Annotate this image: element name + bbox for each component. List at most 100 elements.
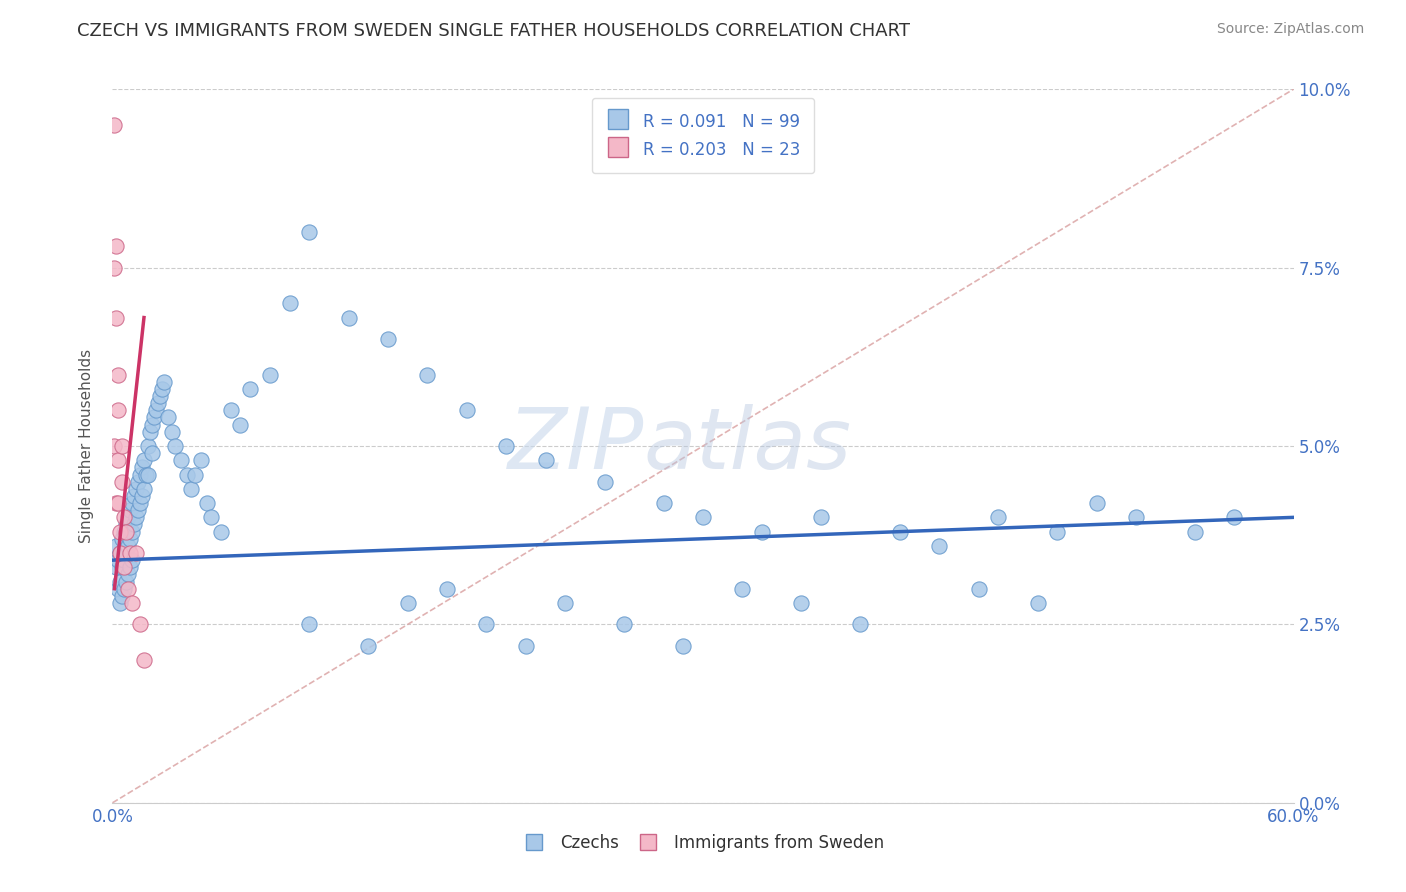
Point: [150, 382, 173, 396]
Point: [495, 439, 517, 453]
Point: [117, 567, 139, 582]
Text: ZIP: ZIP: [508, 404, 644, 488]
Point: [125, 546, 148, 560]
Point: [278, 296, 301, 310]
Point: [298, 225, 321, 239]
Point: [1125, 510, 1147, 524]
Point: [121, 553, 143, 567]
Point: [122, 489, 145, 503]
Point: [200, 510, 222, 524]
Point: [105, 239, 128, 253]
Point: [652, 496, 675, 510]
Point: [112, 582, 135, 596]
Point: [136, 467, 159, 482]
Point: [810, 510, 832, 524]
Point: [152, 375, 174, 389]
Point: [239, 382, 262, 396]
Point: [156, 410, 179, 425]
Point: [131, 489, 153, 503]
Point: [436, 582, 458, 596]
Point: [120, 546, 142, 560]
Point: [132, 653, 155, 667]
Point: [357, 639, 380, 653]
Point: [139, 425, 162, 439]
Point: [967, 582, 990, 596]
Point: [456, 403, 478, 417]
Point: [112, 560, 135, 574]
Point: [120, 532, 142, 546]
Point: [790, 596, 813, 610]
Point: [149, 389, 172, 403]
Point: [107, 453, 129, 467]
Point: [110, 546, 132, 560]
Point: [105, 560, 128, 574]
Point: [107, 553, 129, 567]
Point: [396, 596, 419, 610]
Point: [115, 574, 138, 589]
Text: Source: ZipAtlas.com: Source: ZipAtlas.com: [1216, 22, 1364, 37]
Point: [692, 510, 714, 524]
Point: [111, 439, 134, 453]
Point: [195, 496, 218, 510]
Point: [928, 539, 950, 553]
Point: [121, 596, 143, 610]
Point: [127, 475, 149, 489]
Point: [165, 439, 187, 453]
Point: [107, 403, 129, 417]
Point: [115, 517, 138, 532]
Point: [515, 639, 537, 653]
Point: [219, 403, 242, 417]
Point: [132, 482, 155, 496]
Point: [122, 517, 145, 532]
Point: [105, 539, 128, 553]
Point: [142, 410, 165, 425]
Legend: Czechs, Immigrants from Sweden: Czechs, Immigrants from Sweden: [515, 828, 891, 859]
Y-axis label: Single Father Households: Single Father Households: [79, 349, 94, 543]
Point: [132, 453, 155, 467]
Point: [110, 574, 132, 589]
Point: [112, 524, 135, 539]
Point: [107, 582, 129, 596]
Point: [190, 453, 212, 467]
Point: [229, 417, 252, 432]
Point: [377, 332, 399, 346]
Point: [613, 617, 636, 632]
Point: [416, 368, 439, 382]
Point: [120, 560, 142, 574]
Point: [141, 417, 163, 432]
Point: [146, 396, 169, 410]
Point: [112, 553, 135, 567]
Point: [129, 496, 152, 510]
Point: [337, 310, 360, 325]
Point: [593, 475, 616, 489]
Point: [534, 453, 557, 467]
Point: [672, 639, 695, 653]
Point: [889, 524, 911, 539]
Point: [160, 425, 183, 439]
Point: [105, 496, 128, 510]
Point: [170, 453, 193, 467]
Text: CZECH VS IMMIGRANTS FROM SWEDEN SINGLE FATHER HOUSEHOLDS CORRELATION CHART: CZECH VS IMMIGRANTS FROM SWEDEN SINGLE F…: [77, 22, 910, 40]
Point: [987, 510, 1010, 524]
Point: [298, 617, 321, 632]
Point: [209, 524, 232, 539]
Point: [1046, 524, 1069, 539]
Point: [176, 467, 198, 482]
Point: [1223, 510, 1246, 524]
Point: [180, 482, 202, 496]
Point: [103, 260, 125, 275]
Point: [103, 439, 125, 453]
Point: [103, 118, 125, 132]
Point: [117, 539, 139, 553]
Point: [1085, 496, 1108, 510]
Point: [145, 403, 167, 417]
Point: [125, 510, 148, 524]
Point: [849, 617, 872, 632]
Point: [111, 560, 134, 574]
Point: [1184, 524, 1206, 539]
Point: [121, 524, 143, 539]
Point: [131, 460, 153, 475]
Point: [107, 368, 129, 382]
Point: [731, 582, 754, 596]
Point: [117, 582, 139, 596]
